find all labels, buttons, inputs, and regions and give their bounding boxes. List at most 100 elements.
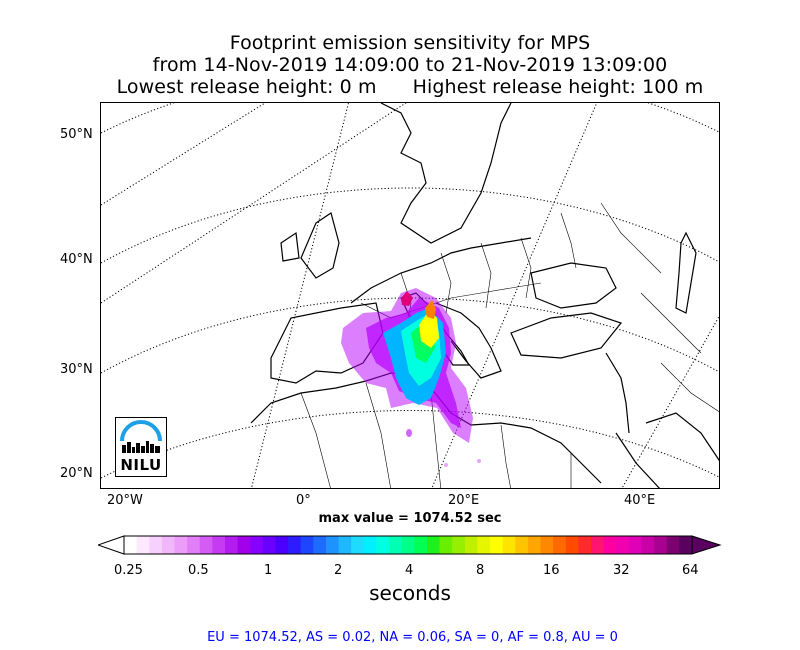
colorbar: [98, 535, 722, 555]
colorbar-cell: [124, 536, 138, 554]
lon-label-20e: 20°E: [448, 493, 480, 508]
colorbar-cell: [666, 536, 680, 554]
colorbar-tick-0.25: 0.25: [114, 563, 143, 578]
colorbar-tick-8: 8: [476, 563, 485, 578]
lon-label-0: 0°: [296, 493, 311, 508]
coastlines: [250, 103, 719, 488]
map-canvas: [101, 103, 719, 488]
colorbar-tick-64: 64: [682, 563, 699, 578]
anatolia: [510, 312, 623, 359]
meridian-20w: [101, 103, 266, 206]
colorbar-cell: [527, 536, 542, 554]
region-summary: EU = 1074.52, AS = 0.02, NA = 0.06, SA =…: [207, 630, 618, 645]
colorbar-cell: [275, 536, 289, 554]
parallel-30n: [101, 297, 719, 374]
colorbar-cell: [313, 536, 327, 554]
colorbar-cell: [654, 536, 668, 554]
caspian-sea: [675, 231, 697, 314]
nilu-logo-text: NILU: [120, 456, 162, 474]
colorbar-cell: [603, 536, 617, 554]
lat-label-40n: 40°N: [60, 252, 93, 267]
colorbar-cell: [224, 536, 239, 554]
lowest-release-height: Lowest release height: 0 m: [116, 76, 377, 98]
parallel-50n: [101, 103, 719, 134]
colorbar-unit-label: seconds: [369, 581, 451, 605]
eastern-med-coast: [605, 352, 630, 434]
british-isles: [280, 212, 340, 279]
colorbar-cell: [490, 536, 504, 554]
plume-orange: [425, 300, 436, 319]
emission-plume: [341, 288, 481, 467]
colorbar-cell: [351, 536, 365, 554]
colorbar-cell: [414, 536, 428, 554]
colorbar-cell: [540, 536, 554, 554]
colorbar-cell: [250, 536, 264, 554]
colorbar-tick-16: 16: [543, 563, 560, 578]
red-sea: [615, 432, 660, 488]
lon-label-20w: 20°W: [107, 493, 143, 508]
highest-release-height: Highest release height: 100 m: [412, 76, 704, 98]
colorbar-cell: [376, 536, 390, 554]
colorbar-cell: [553, 536, 567, 554]
borders: [300, 202, 719, 488]
meridian-0: [101, 103, 407, 304]
colorbar-cell: [679, 536, 693, 554]
colorbar-cell: [187, 536, 201, 554]
colorbar-cell: [149, 536, 163, 554]
colorbar-cell: [212, 536, 226, 554]
balkans-greece: [435, 302, 502, 379]
plume-dot-1: [406, 429, 412, 437]
footprint-map: [100, 102, 720, 489]
parallel-20n: [101, 410, 719, 479]
colorbar-cell: [161, 536, 176, 554]
colorbar-cell: [616, 536, 630, 554]
colorbar-cell: [338, 536, 352, 554]
black-sea: [530, 262, 617, 309]
colorbar-cell: [199, 536, 213, 554]
colorbar-cell: [401, 536, 415, 554]
plume-magenta: [401, 291, 413, 306]
colorbar-cell: [300, 536, 314, 554]
parallel-40n: [101, 187, 719, 264]
map-title: Footprint emission sensitivity for MPS: [229, 32, 591, 54]
colorbar-cell: [389, 536, 403, 554]
plume-dot-3: [477, 459, 481, 463]
colorbar-min-extension: [98, 535, 125, 555]
plume-yellow: [419, 311, 439, 348]
colorbar-cell: [628, 536, 643, 554]
meridian-20e: [250, 103, 349, 488]
colorbar-cell: [363, 536, 378, 554]
colorbar-cell: [477, 536, 491, 554]
nilu-logo: NILU: [115, 417, 167, 477]
colorbar-cell: [237, 536, 251, 554]
colorbar-cell: [578, 536, 592, 554]
western-europe-coast: [350, 237, 532, 304]
colorbar-cell: [426, 536, 441, 554]
colorbar-cell: [641, 536, 655, 554]
colorbar-cell: [439, 536, 453, 554]
colorbar-tick-2: 2: [334, 563, 343, 578]
colorbar-cell: [174, 536, 188, 554]
scandinavia-coast: [380, 103, 512, 244]
map-time-range: from 14-Nov-2019 14:09:00 to 21-Nov-2019…: [152, 54, 668, 76]
colorbar-frame: [123, 535, 693, 555]
nilu-logo-graphic: [120, 420, 162, 453]
arabia: [645, 412, 719, 462]
colorbar-tick-0.5: 0.5: [188, 563, 209, 578]
plume-dot-2: [444, 463, 448, 467]
release-heights: Lowest release height: 0 m Highest releas…: [0, 76, 800, 98]
colorbar-max-extension: [691, 535, 722, 555]
colorbar-tick-32: 32: [613, 563, 630, 578]
lat-label-30n: 30°N: [60, 362, 93, 377]
colorbar-cell: [262, 536, 277, 554]
lat-label-50n: 50°N: [60, 127, 93, 142]
colorbar-tick-1: 1: [264, 563, 273, 578]
colorbar-cell: [502, 536, 516, 554]
colorbar-cell: [288, 536, 302, 554]
colorbar-cell: [452, 536, 466, 554]
colorbar-cell: [591, 536, 605, 554]
lon-label-40e: 40°E: [624, 493, 656, 508]
lat-label-20n: 20°N: [60, 466, 93, 481]
colorbar-cell: [515, 536, 529, 554]
colorbar-cell: [325, 536, 340, 554]
